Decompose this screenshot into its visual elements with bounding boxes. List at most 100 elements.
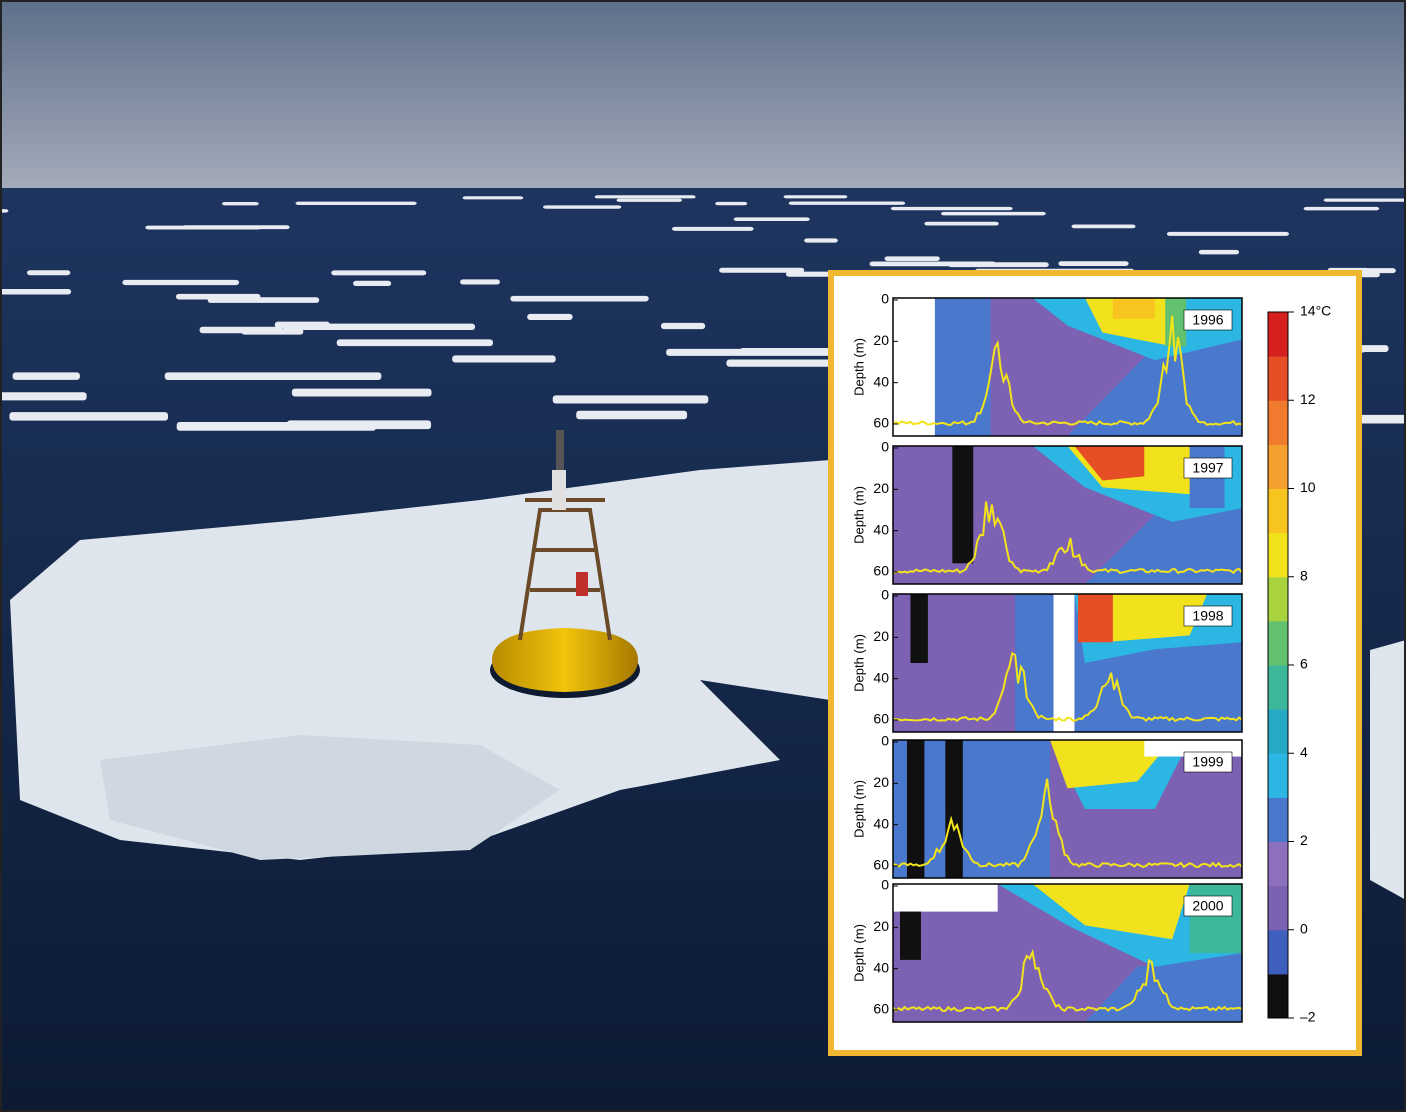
y-axis-label: Depth (m) (851, 634, 866, 692)
ice-floe (0, 392, 87, 400)
ice-floe (296, 202, 417, 205)
ice-floe (576, 411, 687, 420)
y-axis-label: Depth (m) (851, 780, 866, 838)
colorbar-band (1268, 753, 1288, 798)
ice-floe (460, 279, 500, 284)
depth-tick-label: 60 (873, 415, 889, 431)
ice-floe (885, 256, 940, 261)
depth-tick-label: 20 (873, 918, 889, 934)
heat-region (952, 446, 973, 563)
ice-floe (331, 270, 426, 275)
heat-region (945, 740, 962, 878)
ice-floe (283, 324, 475, 330)
ice-floe (553, 395, 709, 403)
colorbar-band (1268, 577, 1288, 622)
ice-floe (719, 268, 804, 273)
colorbar-band (1268, 886, 1288, 931)
ice-floe (948, 262, 1049, 267)
heat-region (1078, 594, 1113, 642)
colorbar-tick-label: 4 (1300, 744, 1308, 760)
y-axis-label: Depth (m) (851, 338, 866, 396)
colorbar-tick-label: 8 (1300, 567, 1308, 583)
ice-floe (510, 296, 648, 302)
colorbar-tick-label: 10 (1300, 479, 1316, 495)
y-axis-label: Depth (m) (851, 486, 866, 544)
ice-floe (1167, 232, 1289, 236)
depth-tick-label: 0 (881, 587, 889, 603)
ice-floe (222, 202, 259, 205)
colorbar-band (1268, 797, 1288, 842)
depth-tick-label: 40 (873, 521, 889, 537)
depth-tick-label: 60 (873, 1001, 889, 1017)
depth-tick-label: 0 (881, 291, 889, 307)
depth-tick-label: 40 (873, 669, 889, 685)
year-label: 1998 (1192, 608, 1223, 624)
ice-floe (177, 422, 376, 431)
year-label: 1996 (1192, 312, 1223, 328)
ice-floe (672, 227, 754, 231)
ice-floe (1324, 198, 1406, 201)
ice-floe (527, 314, 572, 320)
colorbar-tick-label: 0 (1300, 920, 1308, 936)
ice-floe (941, 212, 1046, 216)
ice-floe (145, 226, 261, 230)
depth-tick-label: 20 (873, 774, 889, 790)
colorbar-band (1268, 400, 1288, 445)
ice-floe (543, 205, 621, 208)
colorbar-band (1268, 356, 1288, 401)
heat-region (1190, 884, 1242, 953)
ice-floe (292, 389, 432, 397)
depth-tick-label: 60 (873, 711, 889, 727)
ice-floe (784, 195, 848, 198)
colorbar-tick-label: 12 (1300, 391, 1316, 407)
panel: 19970204060Depth (m) (851, 439, 1242, 584)
ice-floe (1199, 250, 1239, 254)
ice-floe (27, 270, 70, 275)
depth-tick-label: 60 (873, 563, 889, 579)
colorbar-band (1268, 621, 1288, 666)
ice-floe (0, 289, 71, 294)
heat-region (910, 594, 927, 663)
sky (0, 0, 1406, 192)
y-axis-label: Depth (m) (851, 924, 866, 982)
colorbar-band (1268, 489, 1288, 534)
panel: 1998 0 20 40 60 Depth (m) (851, 587, 1242, 732)
colorbar-tick-label: 14°C (1300, 303, 1331, 319)
colorbar-tick-label: 2 (1300, 832, 1308, 848)
heat-region (907, 740, 924, 878)
depth-tick-label: 40 (873, 815, 889, 831)
colorbar-band (1268, 533, 1288, 578)
ice-floe (122, 280, 239, 285)
heat-region (1113, 298, 1155, 319)
ice-floe (595, 195, 696, 198)
ice-floe (789, 202, 905, 205)
scene: –202468101214°C19960204060Depth (m)19970… (0, 0, 1406, 1112)
year-label: 2000 (1192, 898, 1223, 914)
ice-floe (463, 196, 524, 199)
ice-floe (337, 339, 493, 346)
ice-floe (715, 202, 747, 205)
year-label: 1999 (1192, 754, 1223, 770)
depth-tick-label: 0 (881, 877, 889, 893)
page: {"inset": { "panels": [{"label": "1996"}… (0, 0, 1406, 1112)
heat-region (1165, 298, 1186, 346)
depth-tick-label: 60 (873, 857, 889, 873)
colorbar-band (1268, 312, 1288, 357)
ice-floe (891, 207, 1013, 210)
ice-floe (176, 294, 260, 300)
ice-floe (13, 372, 80, 380)
ice-floe (241, 328, 303, 334)
colorbar-band (1268, 930, 1288, 975)
ice-floe (165, 372, 382, 380)
depth-tick-label: 20 (873, 628, 889, 644)
ice-floe (452, 355, 556, 362)
heat-region (1054, 594, 1075, 732)
ice-floe (9, 412, 168, 421)
ice-floe (804, 238, 838, 242)
depth-tick-label: 20 (873, 332, 889, 348)
ice-floe (661, 323, 705, 329)
ice-floe (1058, 261, 1128, 266)
